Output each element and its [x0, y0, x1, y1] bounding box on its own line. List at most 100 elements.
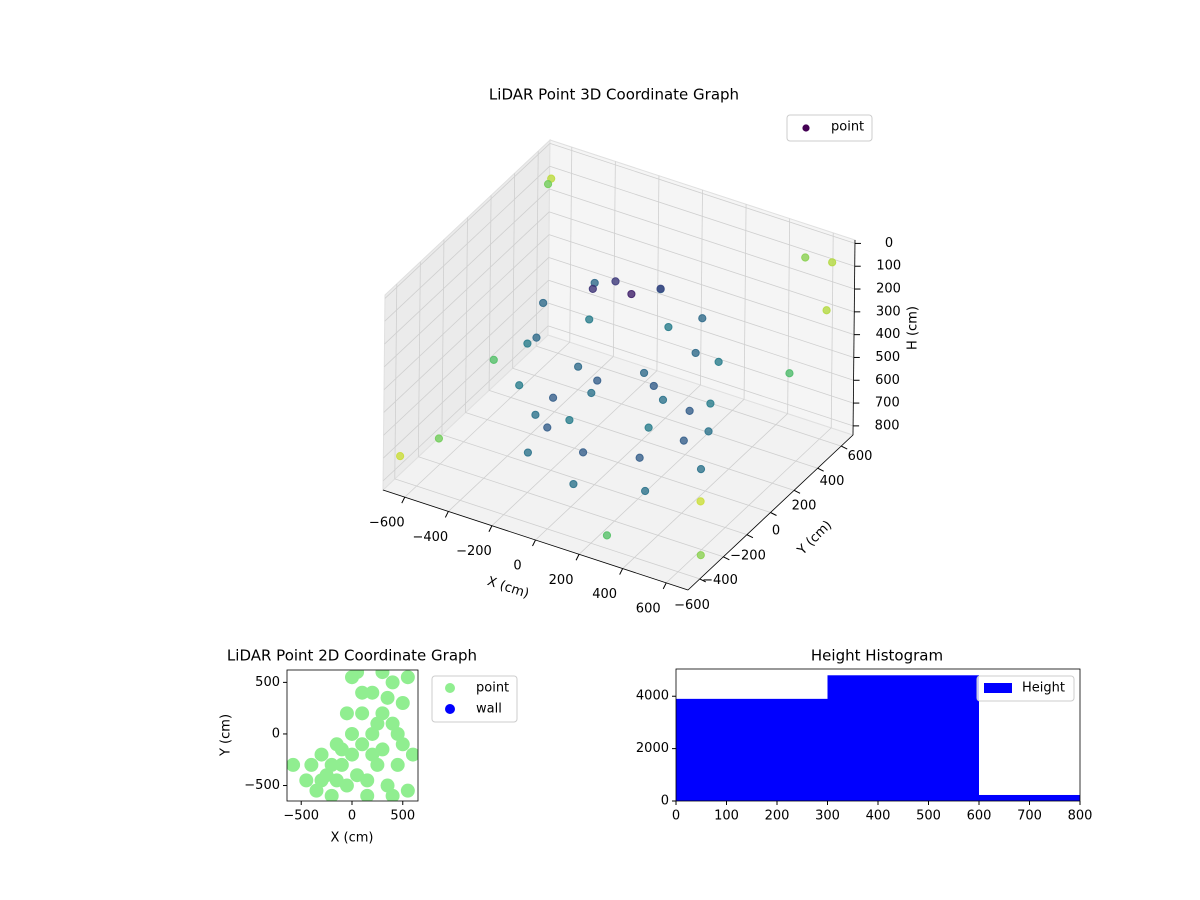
grid-line: [548, 257, 854, 358]
point: [611, 277, 620, 286]
grid-line: [700, 189, 703, 386]
y-tick: [699, 578, 707, 583]
x-tick: [619, 568, 624, 575]
point: [365, 747, 380, 762]
grid-line: [549, 188, 855, 290]
z-tick-label: 0: [885, 236, 893, 251]
point: [641, 486, 650, 496]
axes-frame: [286, 669, 419, 802]
point: [685, 406, 694, 415]
y-tick-label: −500: [244, 778, 280, 793]
x-tick-label: 200: [765, 809, 790, 824]
y-tick: [793, 489, 801, 494]
x-tick: [575, 554, 580, 561]
grid-line: [465, 412, 771, 513]
chart-title: Height Histogram: [811, 647, 943, 665]
point: [696, 551, 705, 560]
point: [574, 362, 583, 371]
y-axis-label: Y (cm): [794, 518, 835, 559]
point: [355, 737, 370, 752]
point: [543, 423, 552, 432]
point: [801, 253, 810, 262]
x-tick: [662, 582, 667, 590]
grid-line: [383, 211, 550, 368]
point: [299, 773, 314, 788]
grid-line: [488, 195, 492, 391]
point: [585, 315, 594, 324]
point: [395, 696, 410, 711]
grid-line: [656, 175, 660, 371]
x-tick-label: 600: [967, 809, 992, 824]
point: [314, 747, 329, 762]
point: [565, 415, 574, 425]
legend-marker: [802, 124, 810, 132]
x-tick-label: 400: [592, 587, 617, 602]
y-tick-label: 200: [792, 499, 817, 514]
point: [355, 706, 370, 721]
grid-line: [549, 165, 855, 267]
point: [644, 423, 653, 432]
z-tick-label: 300: [876, 304, 901, 319]
point: [691, 348, 700, 358]
bar: [827, 675, 979, 801]
y-tick-label: 0: [772, 524, 780, 539]
point: [350, 670, 365, 680]
z-axis-label: H (cm): [906, 306, 921, 350]
point: [679, 436, 688, 445]
y-axis-line: [687, 434, 854, 591]
grid-line: [383, 279, 549, 436]
z-tick-label: 100: [876, 259, 901, 274]
point: [639, 368, 649, 378]
point: [578, 448, 588, 457]
grid-line: [787, 218, 791, 414]
legend-box: [431, 675, 518, 723]
point: [523, 448, 533, 457]
grid-line: [382, 325, 549, 482]
legend-label: Height: [1022, 681, 1065, 696]
y-tick-label: 600: [848, 449, 873, 464]
bar: [676, 698, 828, 801]
point: [375, 670, 390, 680]
grid-line: [536, 345, 842, 447]
x-tick: [488, 525, 493, 532]
grid-line: [548, 279, 854, 381]
point: [569, 479, 578, 489]
grid-line: [417, 261, 421, 457]
x-tick-label: 400: [866, 809, 891, 824]
grid-line: [548, 302, 854, 404]
point: [627, 289, 636, 299]
legend-label: point: [476, 681, 509, 696]
grid-line: [569, 147, 573, 343]
grid-line: [549, 211, 855, 313]
x-tick: [401, 496, 406, 504]
y-tick-label: −200: [730, 548, 766, 563]
point: [390, 757, 405, 772]
x-tick-label: 700: [1017, 809, 1042, 824]
y-axis-label: Y (cm): [219, 714, 234, 757]
z-tick-label: 700: [875, 396, 900, 411]
point: [355, 685, 370, 700]
point: [400, 783, 415, 798]
point: [339, 706, 354, 721]
y-tick-label: 2000: [636, 741, 669, 756]
point: [334, 757, 349, 772]
point: [515, 381, 524, 390]
point: [635, 453, 644, 462]
point: [400, 670, 415, 685]
x-tick-label: −600: [369, 516, 405, 531]
point: [656, 284, 665, 293]
z-tick-label: 200: [876, 282, 901, 297]
point: [390, 726, 405, 741]
point: [548, 393, 558, 402]
point: [385, 788, 400, 801]
point: [314, 773, 329, 788]
z-tick-label: 600: [875, 373, 900, 388]
plot-area: [676, 675, 1080, 801]
x-tick-label: 300: [815, 809, 840, 824]
y-tick: [770, 512, 777, 516]
point: [531, 410, 540, 419]
point: [587, 388, 596, 398]
point: [360, 788, 375, 801]
legend-label: wall: [476, 702, 502, 717]
x-tick-label: 0: [513, 559, 521, 574]
